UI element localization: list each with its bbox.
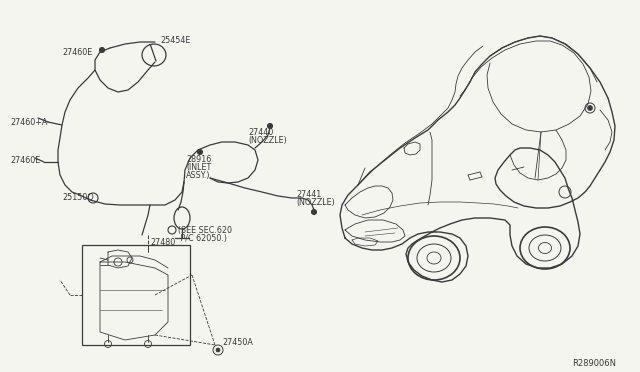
Text: (INLET: (INLET bbox=[186, 163, 211, 172]
Text: P/C 62050.): P/C 62050.) bbox=[178, 234, 227, 243]
Circle shape bbox=[99, 48, 104, 52]
Text: R289006N: R289006N bbox=[572, 359, 616, 368]
Text: (SEE SEC.620: (SEE SEC.620 bbox=[178, 226, 232, 235]
Text: 25150Q: 25150Q bbox=[62, 193, 93, 202]
Text: 28916: 28916 bbox=[186, 155, 211, 164]
Text: (NOZZLE): (NOZZLE) bbox=[248, 136, 287, 145]
Bar bbox=[82, 245, 190, 345]
Text: 27440: 27440 bbox=[248, 128, 273, 137]
Text: 27460E: 27460E bbox=[62, 48, 92, 57]
Text: 27460E: 27460E bbox=[10, 156, 40, 165]
Text: 27460+A: 27460+A bbox=[10, 118, 47, 127]
Circle shape bbox=[588, 106, 593, 110]
Circle shape bbox=[268, 124, 273, 128]
Text: 25454E: 25454E bbox=[160, 36, 190, 45]
Circle shape bbox=[198, 150, 202, 154]
Circle shape bbox=[312, 209, 317, 215]
Text: 27480: 27480 bbox=[150, 238, 175, 247]
Circle shape bbox=[216, 348, 220, 352]
Text: 27441: 27441 bbox=[296, 190, 321, 199]
Text: 27450A: 27450A bbox=[222, 338, 253, 347]
Text: (NOZZLE): (NOZZLE) bbox=[296, 198, 335, 207]
Text: ASSY.): ASSY.) bbox=[186, 171, 211, 180]
